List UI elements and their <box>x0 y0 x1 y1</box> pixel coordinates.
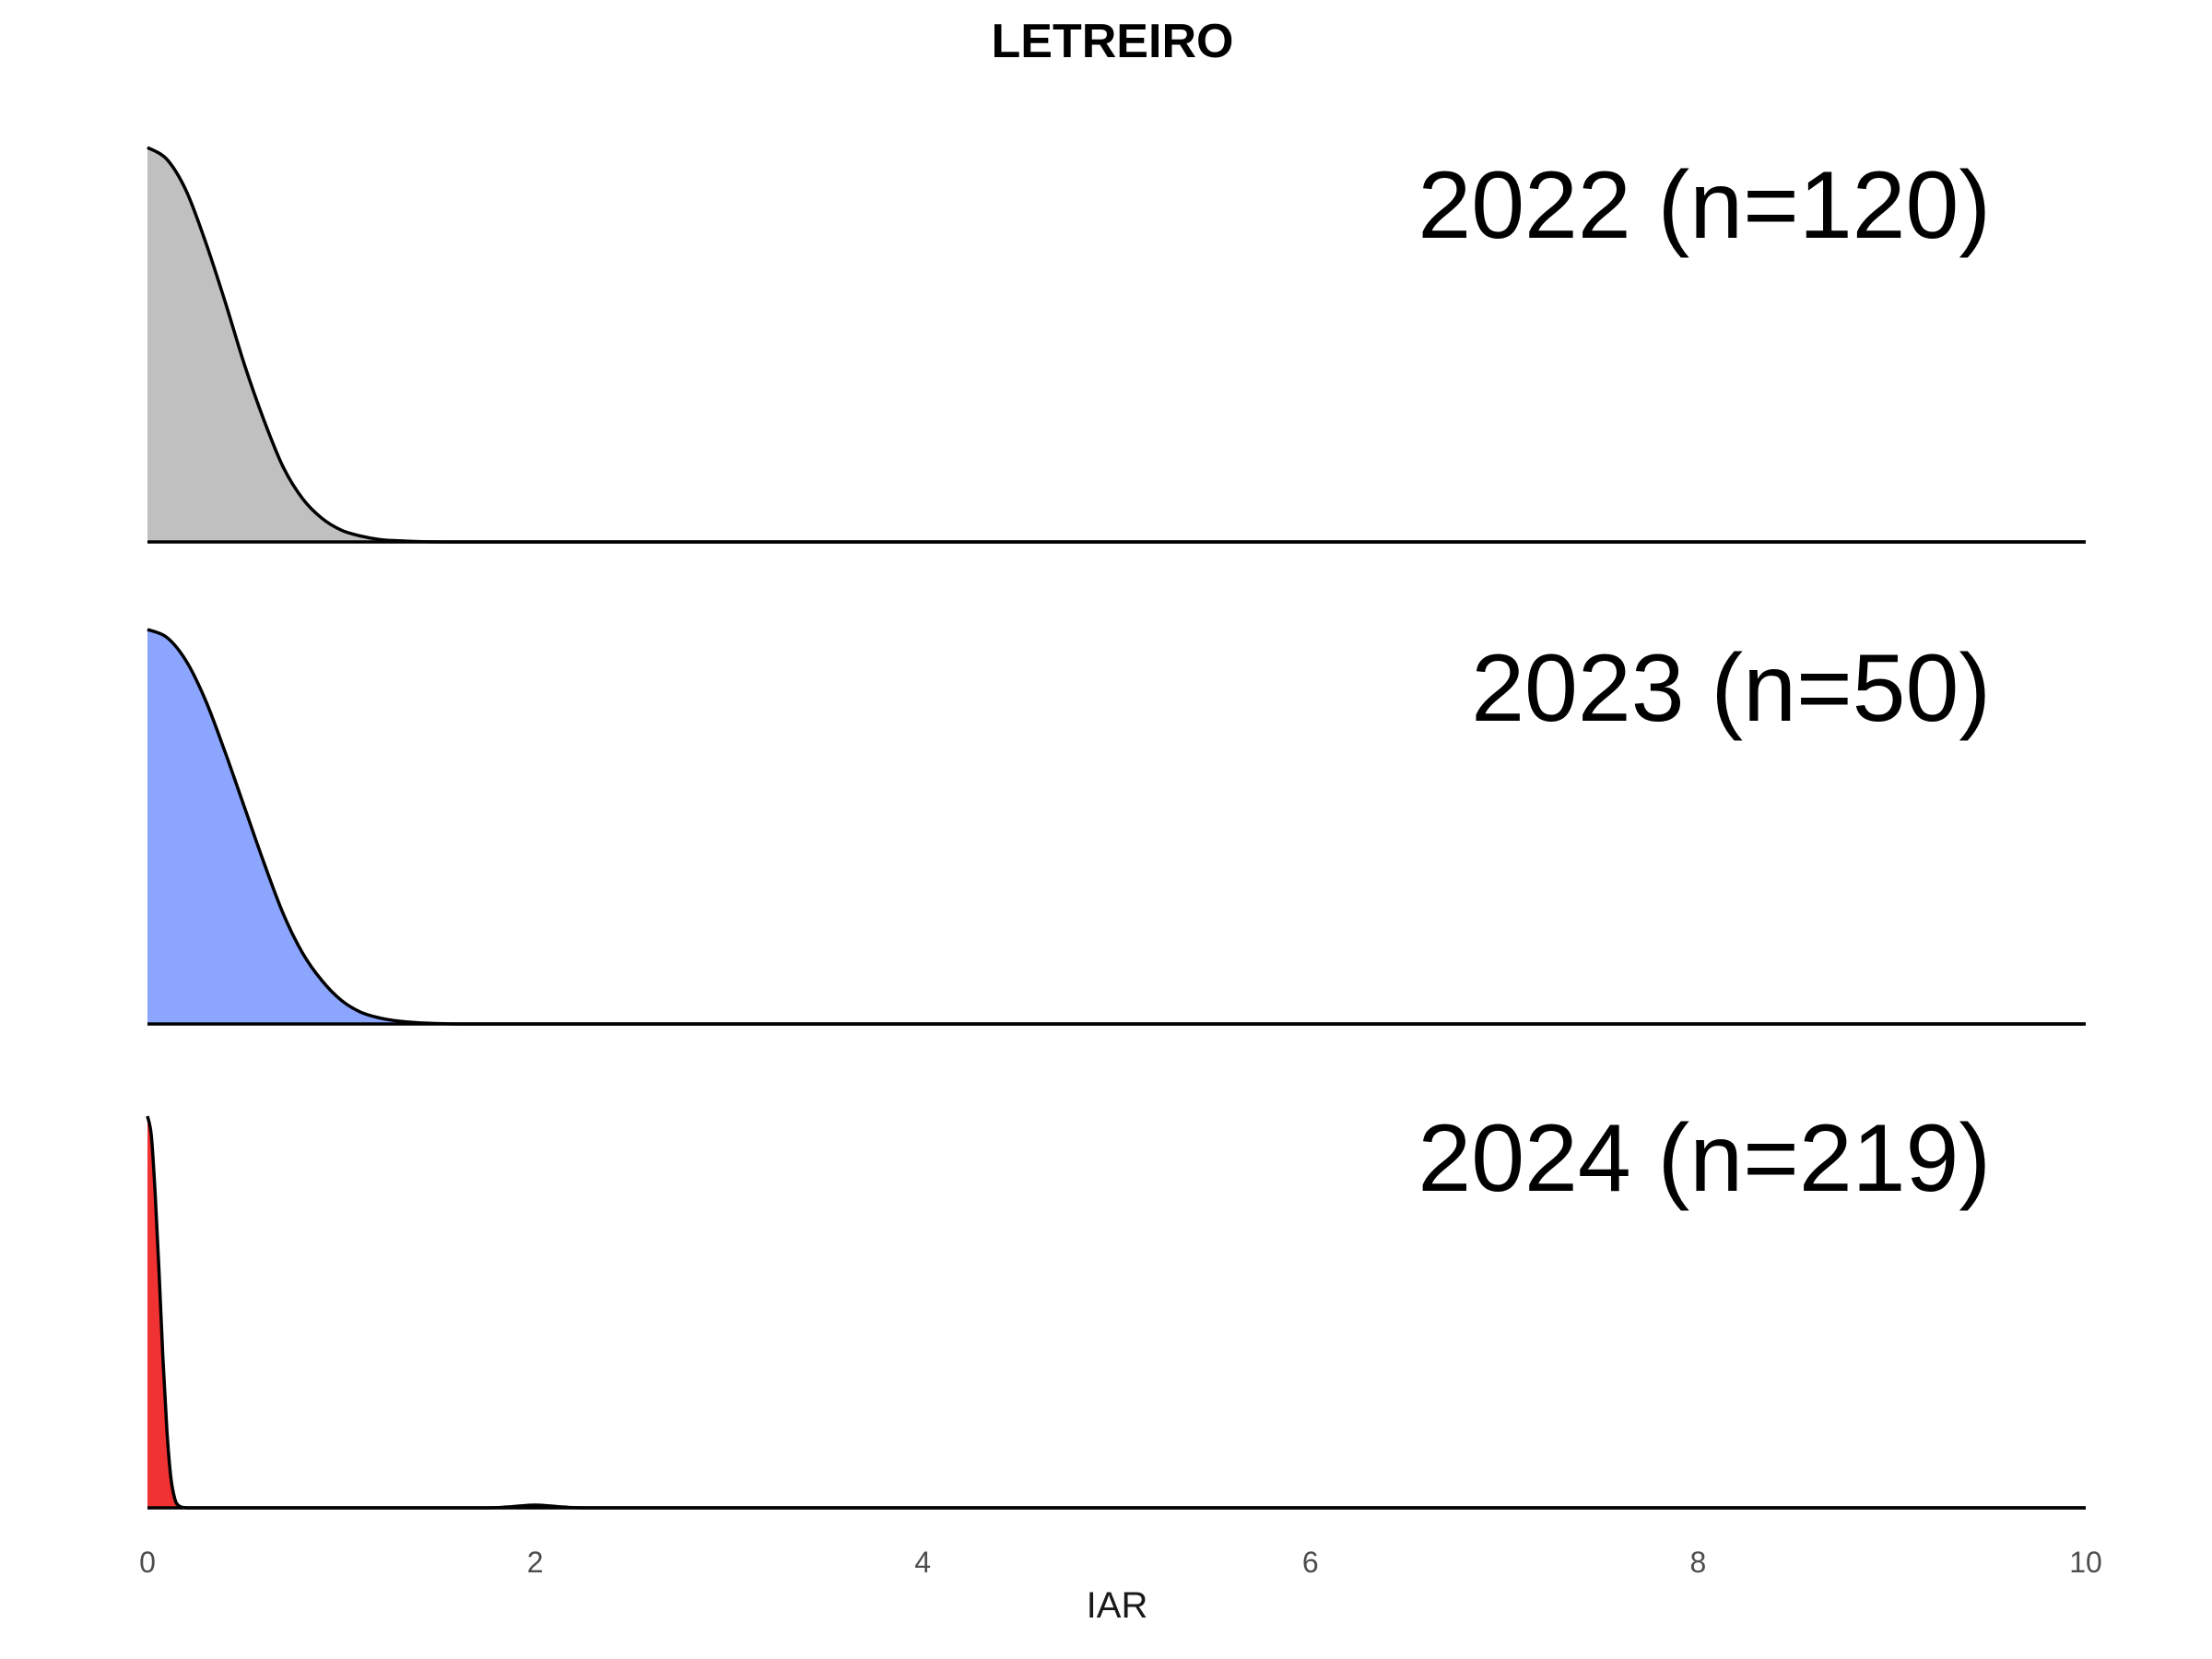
x-tick-label-1: 2 <box>527 1546 544 1579</box>
x-tick-label-3: 6 <box>1302 1546 1319 1579</box>
x-axis-title: IAR <box>1087 1585 1148 1626</box>
x-tick-label-4: 8 <box>1690 1546 1707 1579</box>
x-axis: 0 2 4 6 8 10 <box>139 1546 2102 1579</box>
panel-label-2: 2024 (n=219) <box>1418 1105 1991 1212</box>
x-tick-label-2: 4 <box>914 1546 931 1579</box>
panel-label-1: 2023 (n=50) <box>1471 635 1991 742</box>
x-tick-label-0: 0 <box>139 1546 156 1579</box>
density-panels: 2022 (n=120) 2023 (n=50) 2024 (n=219) <box>146 146 2086 1510</box>
density-panel-1: 2023 (n=50) <box>147 628 2086 1026</box>
density-panel-2: 2024 (n=219) <box>146 1105 2086 1510</box>
density-panel-0: 2022 (n=120) <box>147 146 2086 544</box>
x-tick-label-5: 10 <box>2069 1546 2102 1579</box>
chart-title: LETREIRO <box>992 15 1234 68</box>
panel-label-0: 2022 (n=120) <box>1418 152 1991 259</box>
